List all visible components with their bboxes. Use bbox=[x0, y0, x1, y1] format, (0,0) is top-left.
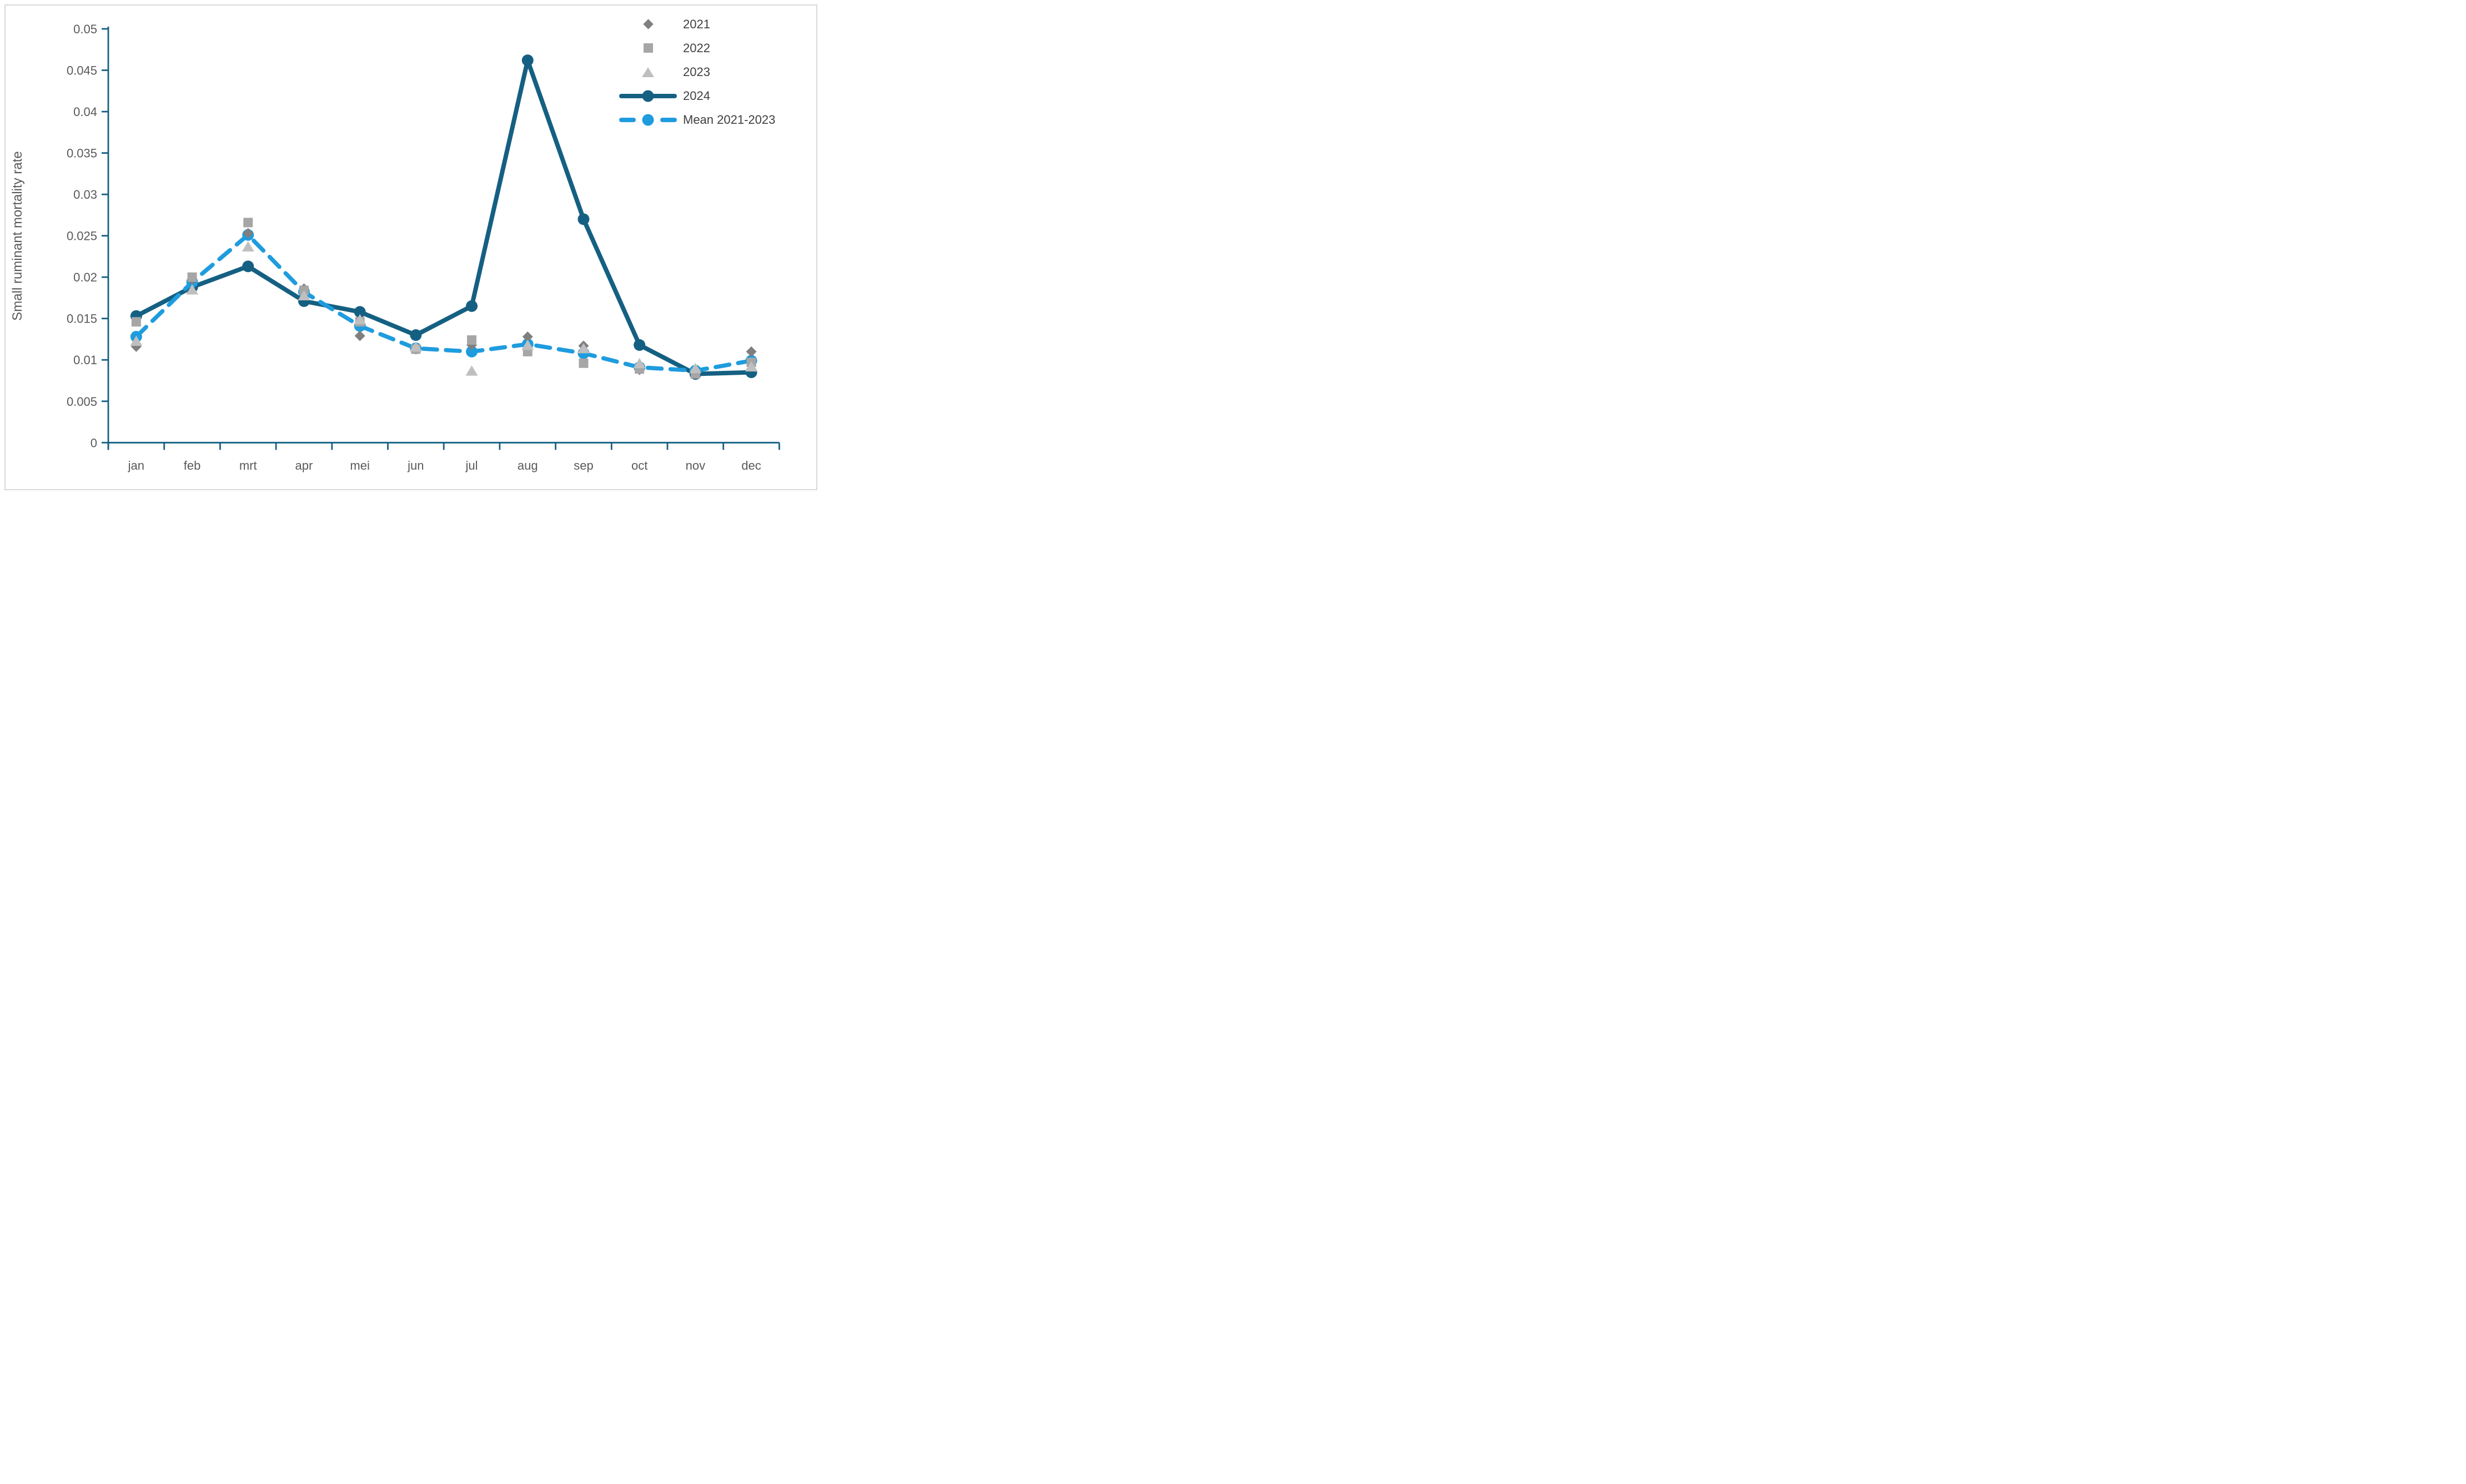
series-2023-point bbox=[465, 365, 478, 376]
series-2023-point bbox=[577, 343, 590, 354]
y-tick-label: 0.03 bbox=[73, 188, 97, 202]
solid-line-marker-icon bbox=[615, 90, 681, 102]
series-2022-point bbox=[243, 218, 253, 228]
series-2022-point bbox=[187, 272, 197, 282]
square-marker-icon bbox=[615, 43, 681, 53]
legend: 2021 2022 2023 2024 Mean 2021-2023 bbox=[615, 12, 775, 132]
y-tick-label: 0.02 bbox=[73, 270, 97, 284]
x-month-label: jul bbox=[465, 459, 478, 472]
y-tick-label: 0.035 bbox=[67, 147, 97, 160]
legend-label: Mean 2021-2023 bbox=[683, 112, 776, 127]
x-month-label: oct bbox=[631, 459, 647, 472]
series-2024-point bbox=[521, 54, 534, 67]
series-2022-point bbox=[131, 317, 141, 327]
y-tick-label: 0.045 bbox=[67, 64, 97, 78]
series-2023-point bbox=[130, 335, 143, 346]
series-2023-point bbox=[409, 341, 422, 352]
y-tick-label: 0 bbox=[91, 436, 97, 450]
series-2024-point bbox=[242, 260, 254, 273]
y-tick-label: 0.01 bbox=[73, 353, 97, 367]
x-month-label: mei bbox=[350, 459, 369, 472]
y-tick-label: 0.005 bbox=[67, 395, 97, 409]
series-2024-point bbox=[577, 213, 590, 225]
chart-container: 0 0.005 0.01 0.015 0.02 0.025 0.03 0.035 0.04 0.0… bbox=[0, 0, 822, 495]
x-month-label: feb bbox=[184, 459, 201, 472]
series-2023-point bbox=[521, 339, 534, 350]
plot-area: 0 0.005 0.01 0.015 0.02 0.025 0.03 0.035 0.04 0.0… bbox=[67, 22, 780, 472]
legend-item-2021: 2021 bbox=[615, 12, 775, 36]
series-2021-point bbox=[522, 331, 533, 343]
series-2024-point bbox=[634, 339, 646, 351]
legend-label: 2023 bbox=[683, 64, 710, 79]
series-2023-point bbox=[186, 284, 199, 295]
series-2021-point bbox=[354, 330, 365, 341]
x-month-label: mrt bbox=[239, 459, 257, 472]
x-month-label: jun bbox=[407, 459, 424, 472]
dashed-line-marker-icon bbox=[615, 114, 681, 125]
series-2023-point bbox=[354, 314, 366, 325]
series-2021-point bbox=[243, 228, 254, 239]
series-2023-point bbox=[298, 290, 310, 300]
x-month-label: sep bbox=[574, 459, 593, 472]
diamond-marker-icon bbox=[615, 19, 681, 29]
series-2022-point bbox=[579, 358, 589, 368]
y-tick-label: 0.025 bbox=[67, 229, 97, 243]
legend-item-2022: 2022 bbox=[615, 36, 775, 60]
series-mean-line bbox=[134, 233, 754, 373]
x-month-label: apr bbox=[295, 459, 313, 472]
triangle-marker-icon bbox=[615, 67, 681, 77]
series-mean-point bbox=[466, 345, 478, 358]
x-month-label: nov bbox=[686, 459, 705, 472]
x-month-label: jan bbox=[128, 459, 144, 472]
legend-label: 2022 bbox=[683, 41, 710, 55]
legend-item-2024: 2024 bbox=[615, 84, 775, 108]
series-2023-point bbox=[633, 358, 646, 369]
y-tick-label: 0.05 bbox=[73, 22, 97, 36]
series-2024-point bbox=[354, 306, 366, 318]
series-2024-point bbox=[410, 329, 422, 341]
x-month-label: aug bbox=[518, 459, 538, 472]
legend-label: 2021 bbox=[683, 17, 710, 31]
legend-item-mean: Mean 2021-2023 bbox=[615, 108, 775, 132]
legend-label: 2024 bbox=[683, 88, 710, 103]
series-2024-point bbox=[466, 300, 478, 312]
y-tick-label: 0.015 bbox=[67, 312, 97, 326]
x-month-label: dec bbox=[741, 459, 761, 472]
y-axis-title: Small ruminant mortality rate bbox=[10, 151, 25, 321]
series-2021-point bbox=[746, 346, 757, 357]
legend-item-2023: 2023 bbox=[615, 60, 775, 84]
series-2024-line bbox=[134, 58, 754, 376]
series-2023-point bbox=[745, 361, 758, 372]
series-2023-point bbox=[689, 363, 702, 374]
y-tick-label: 0.04 bbox=[73, 105, 97, 119]
series-2022-point bbox=[467, 335, 477, 345]
series-2023-point bbox=[242, 241, 254, 252]
